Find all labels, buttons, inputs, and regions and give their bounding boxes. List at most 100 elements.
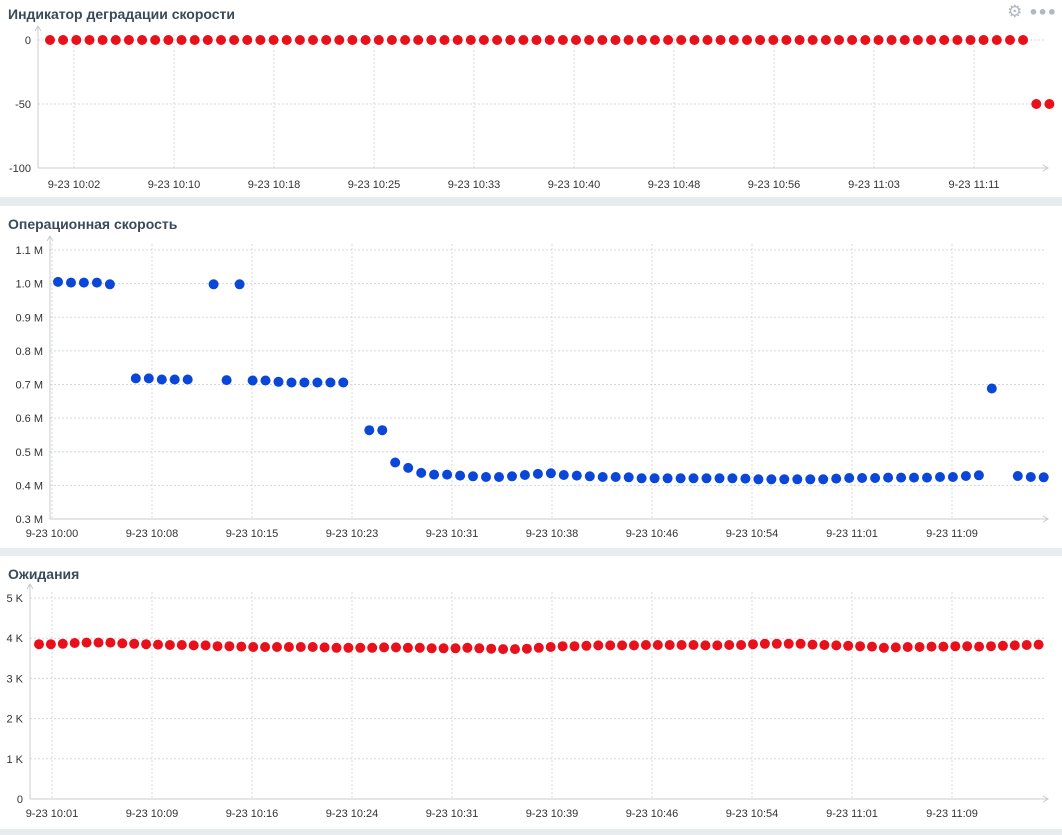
- data-point: [558, 470, 569, 480]
- data-point: [507, 471, 517, 482]
- data-point: [926, 641, 937, 652]
- data-point: [753, 474, 764, 485]
- data-point: [58, 35, 69, 45]
- x-tick-label: 9-23 10:16: [226, 808, 279, 820]
- data-point: [748, 639, 758, 650]
- y-tick-label: 0.7 M: [15, 380, 43, 392]
- data-point: [321, 35, 332, 45]
- data-point: [338, 377, 349, 388]
- y-tick-label: 3 K: [6, 673, 23, 685]
- data-point: [714, 473, 725, 484]
- data-point: [153, 639, 163, 650]
- data-point: [623, 35, 634, 45]
- data-point: [597, 472, 608, 482]
- data-point: [66, 277, 76, 288]
- waits-panel: Ожидания 5 K 4 K 3 K 2 K 1 K 0 9-23 10:01 9-23 …: [0, 556, 1062, 829]
- data-point: [229, 35, 240, 45]
- data-point: [952, 35, 963, 45]
- data-point: [176, 640, 187, 650]
- data-point: [899, 35, 910, 45]
- data-point: [521, 643, 532, 654]
- data-point: [137, 35, 148, 45]
- data-point: [268, 35, 279, 45]
- data-point: [439, 35, 450, 45]
- data-point: [909, 472, 919, 483]
- data-point: [649, 35, 660, 45]
- data-point: [728, 35, 739, 45]
- data-point: [867, 641, 877, 652]
- data-point: [45, 35, 55, 45]
- x-tick-label: 9-23 10:02: [48, 179, 101, 191]
- data-point: [569, 641, 580, 652]
- data-point: [593, 640, 604, 651]
- data-point: [334, 35, 345, 45]
- data-point: [416, 467, 427, 478]
- data-point: [701, 473, 712, 484]
- data-point: [834, 35, 844, 45]
- data-point: [533, 642, 544, 653]
- data-point: [188, 640, 199, 651]
- data-point: [545, 468, 556, 479]
- data-point: [377, 425, 388, 436]
- data-point: [965, 35, 976, 45]
- data-point: [935, 472, 945, 482]
- data-point: [1009, 640, 1020, 651]
- data-point: [688, 473, 699, 484]
- data-point: [97, 35, 108, 45]
- data-point: [843, 640, 854, 651]
- data-point: [605, 640, 616, 651]
- data-point: [429, 469, 440, 480]
- data-point: [236, 641, 247, 652]
- more-icon[interactable]: •••: [1028, 2, 1057, 22]
- data-point: [581, 640, 592, 651]
- data-point: [883, 472, 894, 483]
- data-point: [819, 640, 830, 650]
- data-point: [831, 473, 842, 484]
- data-point: [69, 638, 80, 648]
- x-tick-label: 9-23 10:25: [348, 179, 401, 191]
- data-point: [34, 639, 44, 650]
- data-point: [307, 642, 318, 652]
- x-tick-label: 9-23 10:40: [548, 179, 601, 191]
- data-point: [452, 35, 463, 45]
- data-point: [413, 35, 424, 45]
- data-point: [1033, 639, 1044, 650]
- data-point: [557, 35, 568, 45]
- data-point: [663, 35, 674, 45]
- data-point: [494, 472, 504, 482]
- data-point: [319, 642, 330, 653]
- data-point: [844, 473, 855, 483]
- y-tick-label: 0.6 M: [15, 413, 43, 425]
- gear-icon[interactable]: ⚙: [1007, 2, 1023, 22]
- data-point: [1025, 472, 1036, 482]
- data-point: [571, 35, 581, 45]
- x-tick-label: 9-23 10:54: [726, 808, 779, 820]
- data-point: [248, 642, 259, 652]
- data-point: [242, 35, 253, 45]
- x-tick-label: 9-23 10:31: [426, 808, 479, 820]
- data-point: [402, 642, 413, 653]
- data-point: [78, 277, 89, 288]
- data-point: [234, 279, 245, 290]
- data-point: [347, 35, 358, 45]
- data-point: [84, 35, 95, 45]
- y-tick-label: 0.5 M: [15, 447, 43, 459]
- data-point: [794, 35, 805, 45]
- data-point: [807, 639, 818, 650]
- data-point: [1038, 472, 1049, 483]
- y-tick-label: 1.1 M: [15, 245, 43, 257]
- x-tick-label: 9-23 10:08: [126, 528, 179, 540]
- y-tick-label: 0: [25, 35, 31, 47]
- data-point: [150, 35, 161, 45]
- data-point: [518, 35, 529, 45]
- data-point: [947, 472, 958, 482]
- data-point: [610, 35, 621, 45]
- data-point: [873, 35, 884, 45]
- data-point: [997, 640, 1008, 651]
- data-point: [367, 642, 378, 653]
- data-point: [1021, 640, 1032, 650]
- data-point: [545, 642, 556, 652]
- data-point: [544, 35, 555, 45]
- y-tick-label: 2 K: [6, 714, 23, 726]
- data-point: [343, 642, 354, 653]
